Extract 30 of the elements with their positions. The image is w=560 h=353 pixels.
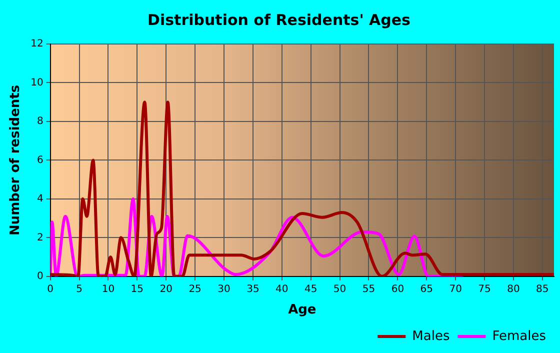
- x-tick-label: 10: [102, 284, 115, 295]
- x-tick-label: 75: [478, 284, 491, 295]
- x-tick-label: 0: [47, 284, 54, 295]
- y-tick-label: 12: [30, 38, 44, 50]
- x-tick-label: 50: [333, 284, 346, 295]
- x-tick-label: 20: [160, 284, 172, 295]
- x-axis-title: Age: [288, 302, 316, 318]
- x-tick-label: 45: [304, 284, 318, 295]
- y-axis-title: Number of residents: [8, 84, 24, 236]
- x-tick-label: 70: [449, 284, 462, 295]
- x-tick-label: 65: [420, 284, 433, 295]
- chart-title: Distribution of Residents' Ages: [148, 10, 411, 29]
- y-tick-label: 10: [30, 77, 44, 88]
- y-tick-label: 0: [36, 270, 44, 282]
- legend-label: Males: [412, 328, 450, 344]
- legend-label: Females: [492, 328, 546, 344]
- y-tick-label: 2: [36, 232, 44, 244]
- x-tick-label: 55: [362, 284, 376, 295]
- y-tick-label: 8: [36, 116, 44, 128]
- x-tick-label: 25: [188, 284, 202, 295]
- x-tick-label: 40: [276, 284, 288, 295]
- x-tick-label: 35: [246, 284, 260, 295]
- x-tick-label: 30: [218, 284, 230, 295]
- x-tick-label: 80: [507, 284, 520, 295]
- y-tick-label: 6: [36, 154, 44, 166]
- x-tick-label: 60: [391, 284, 404, 295]
- x-tick-label: 5: [76, 284, 82, 295]
- x-tick-label: 15: [130, 284, 144, 295]
- y-tick-label: 4: [36, 194, 44, 205]
- x-tick-label: 85: [536, 284, 549, 295]
